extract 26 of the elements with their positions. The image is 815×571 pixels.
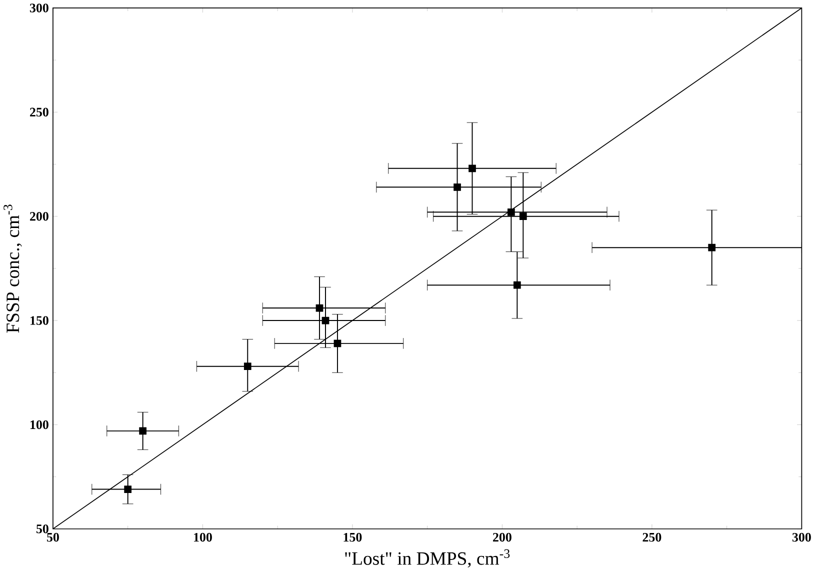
point xyxy=(708,244,716,252)
point xyxy=(334,340,342,348)
point xyxy=(508,208,515,216)
point xyxy=(244,362,252,370)
y-tick-label: 50 xyxy=(36,524,48,534)
x-tick-label: 200 xyxy=(493,532,512,542)
y-tick-label: 200 xyxy=(30,212,48,221)
x-tick-label: 250 xyxy=(642,532,662,542)
x-tick-label: 100 xyxy=(194,532,212,542)
y-tick-label: 100 xyxy=(30,420,48,430)
x-tick-label: 300 xyxy=(792,532,811,542)
point xyxy=(124,486,132,493)
point xyxy=(468,164,476,172)
point xyxy=(139,427,146,435)
y-axis-title: FSSP conc., cm$^{-3}$ xyxy=(4,204,22,333)
point xyxy=(519,212,527,220)
x-tick-label: 50 xyxy=(47,532,59,542)
point xyxy=(454,183,461,191)
y-tick-label: 250 xyxy=(30,108,48,116)
point xyxy=(513,281,521,289)
y-tick-label: 300 xyxy=(30,4,48,12)
y-tick-label: 150 xyxy=(30,316,48,325)
x-axis-title: "Lost" in DMPS, cm$^{-3}$ xyxy=(345,549,510,568)
x-tick-label: 150 xyxy=(344,532,362,542)
point xyxy=(316,304,324,312)
point xyxy=(322,316,330,324)
